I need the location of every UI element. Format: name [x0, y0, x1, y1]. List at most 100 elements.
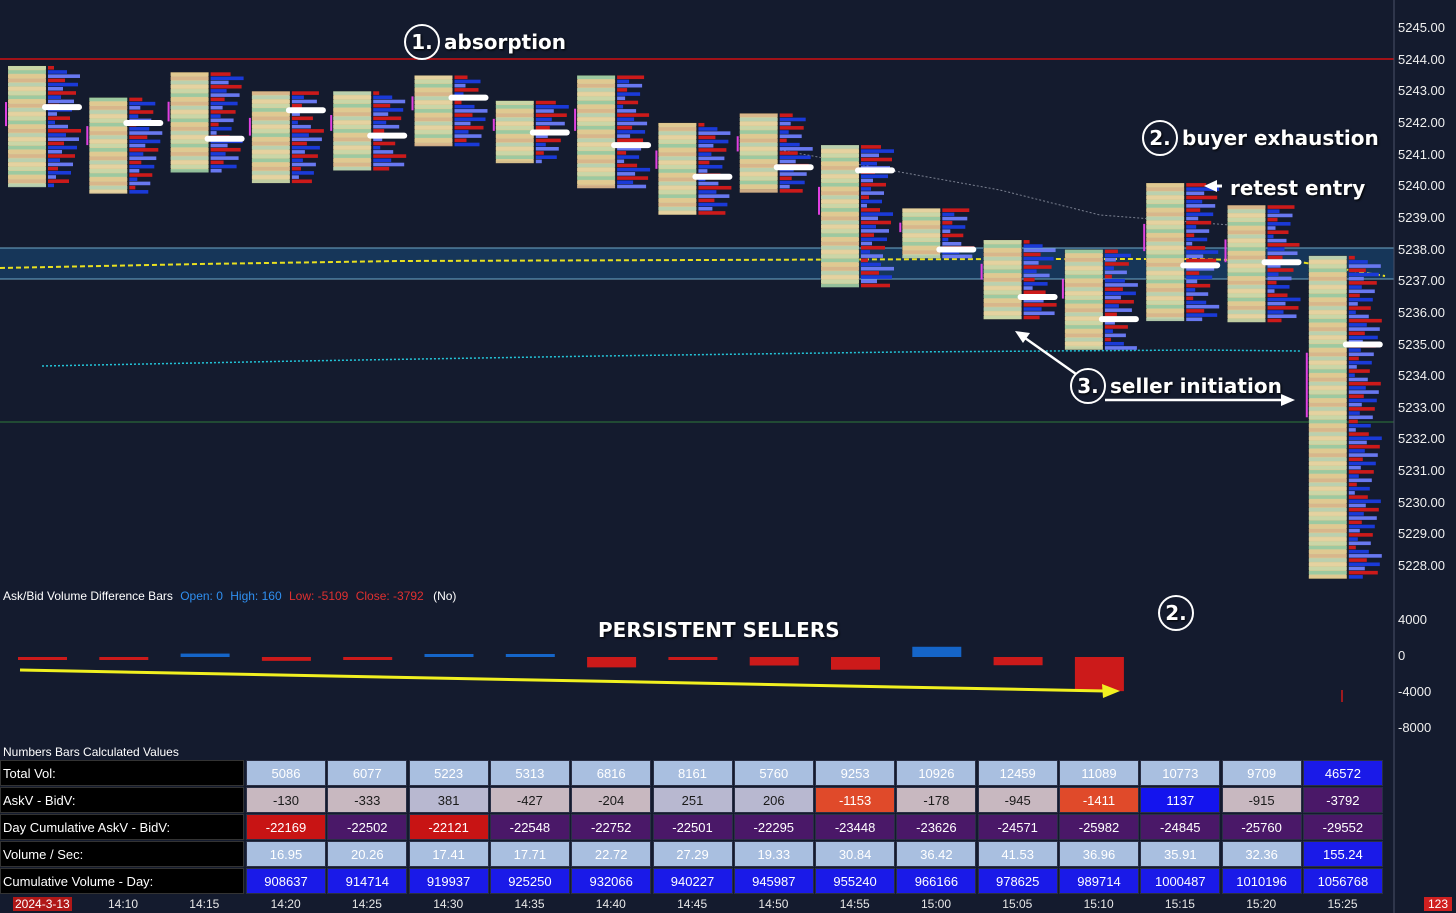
table-cell: 940227: [652, 868, 733, 894]
table-row: Day Cumulative AskV - BidV: -22169 -22502-…: [0, 814, 1385, 840]
time-label: 14:20: [270, 897, 301, 911]
time-label: 15:15: [1164, 897, 1195, 911]
annotation-number: 1.: [404, 24, 440, 60]
price-label: 5244.00: [1398, 51, 1445, 67]
footprint-candle[interactable]: [655, 122, 733, 215]
trend-arrow: [19, 668, 1120, 698]
delta-bar[interactable]: [831, 657, 880, 670]
indicator-axis-label: 0: [1398, 648, 1406, 663]
table-cell: -130: [246, 787, 326, 813]
table-cell: -22502: [327, 814, 408, 840]
delta-bar[interactable]: [99, 657, 149, 660]
table-cell: 30.84: [815, 841, 896, 867]
table-cell: 16.95: [246, 841, 326, 867]
annotation-indicator-2: 2.: [1158, 595, 1198, 631]
table-cell: -3792: [1302, 787, 1383, 813]
table-cell: 978625: [977, 868, 1058, 894]
table-cell: -178: [896, 787, 977, 813]
footprint-candle[interactable]: [330, 91, 408, 171]
footprint-candle[interactable]: [248, 91, 326, 184]
delta-bar[interactable]: [505, 654, 555, 657]
delta-bar[interactable]: [749, 657, 799, 666]
table-cell: 11089: [1059, 760, 1139, 786]
delta-bar[interactable]: [912, 646, 962, 657]
footprint-candle[interactable]: [411, 75, 489, 147]
table-cell: 10926: [896, 760, 977, 786]
table-cell: 9709: [1221, 760, 1302, 786]
table-cell: 206: [733, 787, 814, 813]
footprint-candle[interactable]: [980, 239, 1058, 320]
delta-bar[interactable]: [424, 654, 474, 657]
delta-bar[interactable]: [1074, 657, 1124, 692]
table-cell: -915: [1221, 787, 1302, 813]
table-cell: 5086: [246, 760, 326, 786]
table-cell: -204: [571, 787, 652, 813]
delta-bar[interactable]: [587, 657, 637, 668]
annotation-absorption: 1. absorption: [404, 24, 566, 60]
table-cell: -22121: [408, 814, 489, 840]
footprint-candle[interactable]: [574, 75, 652, 189]
table-cell: -25760: [1221, 814, 1302, 840]
table-cell: -22548: [489, 814, 570, 840]
table-cell: -22295: [733, 814, 814, 840]
price-label: 5232.00: [1398, 431, 1445, 447]
table-cell: 9253: [815, 760, 896, 786]
table-cell: 20.26: [327, 841, 408, 867]
footprint-candle[interactable]: [86, 97, 164, 194]
table-cell: -24571: [977, 814, 1058, 840]
footprint-candle[interactable]: [5, 65, 82, 188]
table-cell: -333: [327, 787, 408, 813]
indicator-header: Ask/Bid Volume Difference Bars Open: 0 H…: [3, 589, 456, 603]
footprint-candle[interactable]: [736, 113, 814, 193]
time-label: 15:05: [1002, 897, 1033, 911]
footprint-candle[interactable]: [167, 72, 245, 173]
indicator-high: High: 160: [230, 589, 282, 603]
footprint-candle[interactable]: [899, 208, 977, 259]
delta-bar[interactable]: [993, 657, 1043, 666]
time-label: 14:50: [758, 897, 789, 911]
delta-bar[interactable]: [668, 657, 718, 660]
delta-bar[interactable]: [18, 657, 67, 660]
annotation-retest-entry: retest entry: [1230, 176, 1365, 200]
table-cell: 36.42: [896, 841, 977, 867]
table-row-label: Cumulative Volume - Day:: [0, 868, 244, 894]
table-cell: 27.29: [652, 841, 733, 867]
grey-trend-line: [779, 149, 1231, 226]
footprint-candle[interactable]: [818, 144, 895, 288]
table-cell: -1411: [1059, 787, 1139, 813]
time-label: 14:30: [433, 897, 464, 911]
table-cell: 381: [408, 787, 489, 813]
price-label: 5231.00: [1398, 463, 1445, 479]
time-label: 14:45: [677, 897, 708, 911]
table-row: Cumulative Volume - Day: 908637 914714 9199…: [0, 868, 1385, 894]
delta-bar[interactable]: [261, 657, 311, 661]
time-label: 14:35: [514, 897, 545, 911]
table-cell: -22752: [571, 814, 652, 840]
table-cell: 19.33: [733, 841, 814, 867]
annotation-number: 2.: [1158, 595, 1194, 631]
price-label: 5239.00: [1398, 209, 1445, 225]
annotation-text: buyer exhaustion: [1182, 126, 1379, 150]
table-cell: 1000487: [1140, 868, 1221, 894]
table-cell: 908637: [246, 868, 326, 894]
footprint-candle[interactable]: [1061, 249, 1139, 350]
table-cell: -24845: [1140, 814, 1221, 840]
table-row-label: Volume / Sec:: [0, 841, 244, 867]
price-label: 5235.00: [1398, 336, 1445, 352]
table-cell: -29552: [1302, 814, 1383, 840]
table-cell: 6816: [571, 760, 652, 786]
time-label: 15:25: [1327, 897, 1358, 911]
price-label: 5228.00: [1398, 558, 1445, 574]
footprint-candle[interactable]: [1224, 204, 1302, 323]
indicator-suffix: (No): [433, 589, 457, 603]
footprint-candle[interactable]: [492, 100, 570, 164]
time-label: 15:10: [1083, 897, 1114, 911]
footprint-candle[interactable]: [1143, 182, 1221, 322]
table-cell: 5223: [408, 760, 489, 786]
delta-bar[interactable]: [343, 657, 393, 660]
delta-bar[interactable]: [180, 653, 230, 657]
indicator-low: Low: -5109: [288, 589, 349, 603]
table-row: Total Vol: 5086 6077 5223 5313 6816 8161 5760 92…: [0, 760, 1385, 786]
table-cell: 1056768: [1302, 868, 1383, 894]
footprint-candle[interactable]: [1305, 255, 1383, 579]
